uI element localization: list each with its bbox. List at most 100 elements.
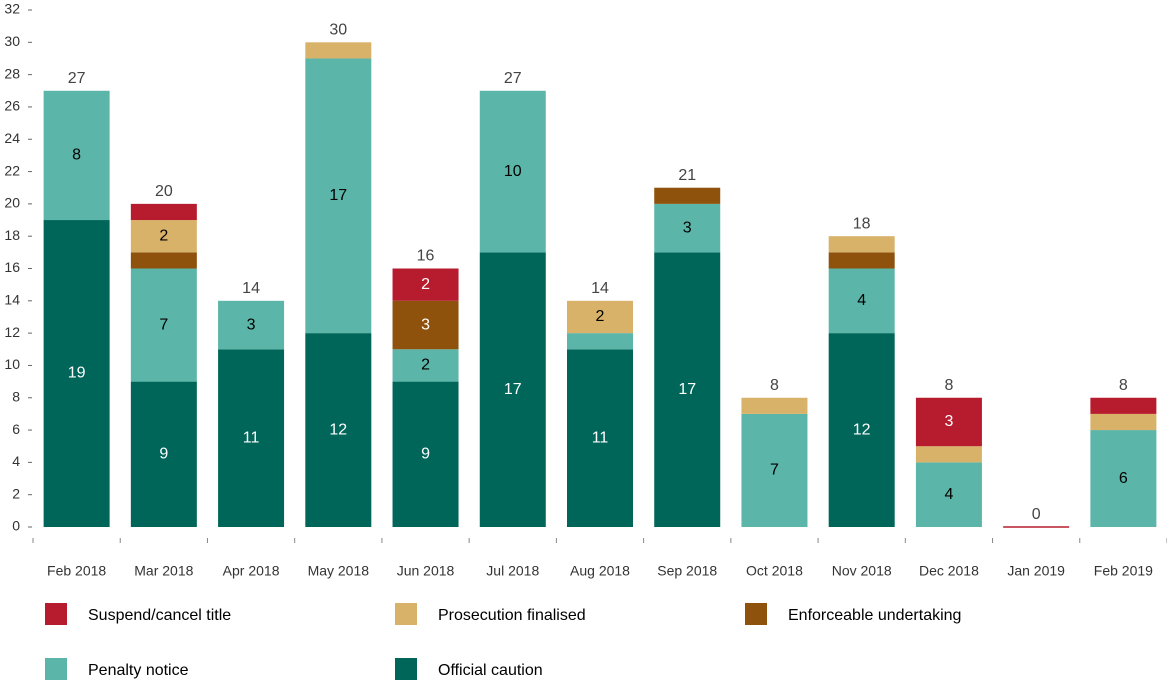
y-tick-label: 8 — [12, 388, 20, 404]
segment-label: 2 — [596, 308, 605, 325]
bar-segment — [915, 446, 982, 463]
segment-label: 8 — [72, 147, 81, 164]
y-tick-label: 24 — [4, 130, 20, 146]
bar-segment — [305, 333, 372, 527]
bar-segment — [828, 268, 895, 334]
segment-label: 2 — [421, 276, 430, 293]
x-tick-label: Oct 2018 — [746, 563, 803, 579]
bar-segment — [43, 90, 110, 221]
segment-label: 2 — [421, 357, 430, 374]
segment-label: 7 — [159, 316, 168, 333]
total-label: 0 — [1032, 506, 1041, 523]
x-tick-label: May 2018 — [308, 563, 370, 579]
bar-segment — [392, 300, 459, 350]
x-tick-label: Mar 2018 — [134, 563, 193, 579]
bar-segment — [1090, 413, 1157, 431]
y-tick-label: 20 — [4, 195, 20, 211]
segment-label: 4 — [944, 486, 953, 503]
legend-label: Prosecution finalised — [438, 607, 586, 624]
bar-segment — [43, 220, 110, 527]
segment-label: 11 — [592, 429, 609, 446]
segment-label: 2 — [159, 227, 168, 244]
bar-segment — [479, 252, 546, 527]
segment-label: 11 — [243, 429, 260, 446]
total-label: 30 — [329, 22, 347, 39]
bar-segment — [654, 203, 721, 253]
legend-swatch — [395, 658, 417, 680]
y-tick-label: 12 — [4, 324, 20, 340]
y-tick-label: 26 — [4, 98, 20, 114]
legend-label: Penalty notice — [88, 662, 189, 679]
segment-label: 7 — [770, 462, 779, 479]
bar-segment — [828, 252, 895, 269]
bar-segment — [305, 42, 372, 59]
legend-swatch — [395, 603, 417, 625]
bar-segment — [654, 252, 721, 527]
total-label: 14 — [591, 280, 609, 297]
bar-segment — [479, 90, 546, 253]
y-tick-label: 22 — [4, 162, 20, 178]
x-tick-label: Feb 2019 — [1094, 563, 1153, 579]
bar-segment — [567, 349, 633, 527]
segment-label: 9 — [421, 446, 430, 463]
segment-label: 19 — [68, 365, 86, 382]
segment-label: 17 — [504, 381, 522, 398]
x-tick-label: Sep 2018 — [657, 563, 717, 579]
x-tick-label: Apr 2018 — [223, 563, 280, 579]
y-tick-label: 4 — [12, 453, 20, 469]
bar-segment — [130, 268, 197, 382]
bar-segment — [828, 236, 895, 253]
legend-label: Suspend/cancel title — [88, 607, 231, 624]
bar-segment — [392, 349, 459, 382]
y-tick-label: 18 — [4, 227, 20, 243]
total-label: 20 — [155, 183, 173, 200]
x-tick-label: Nov 2018 — [832, 563, 892, 579]
y-tick-label: 30 — [4, 33, 20, 49]
bar-segment — [392, 381, 459, 527]
legend-swatch — [745, 603, 767, 625]
bar-segment — [218, 300, 285, 350]
y-tick-label: 10 — [4, 356, 20, 372]
total-label: 14 — [242, 280, 260, 297]
bar-segment — [218, 349, 285, 527]
segment-label: 3 — [944, 413, 953, 430]
bar-segment — [1090, 430, 1157, 527]
y-tick-label: 16 — [4, 259, 20, 275]
y-tick-label: 32 — [4, 1, 20, 17]
segment-label: 12 — [329, 421, 347, 438]
x-tick-label: Dec 2018 — [919, 563, 979, 579]
bar-segment — [741, 397, 808, 414]
segment-label: 3 — [247, 316, 256, 333]
segment-label: 4 — [857, 292, 866, 309]
x-tick-label: Jul 2018 — [486, 563, 539, 579]
legend-label: Official caution — [438, 662, 543, 679]
total-label: 27 — [68, 70, 86, 87]
segment-label: 3 — [421, 316, 430, 333]
y-tick-label: 6 — [12, 421, 20, 437]
bar-segment — [915, 397, 982, 447]
bar-segment — [392, 268, 459, 301]
total-label: 8 — [944, 377, 953, 394]
bar-segment — [130, 203, 197, 221]
bar-segment — [741, 413, 808, 527]
y-tick-label: 2 — [12, 485, 20, 501]
segment-label: 6 — [1119, 470, 1128, 487]
x-tick-label: Feb 2018 — [47, 563, 106, 579]
total-label: 27 — [504, 70, 522, 87]
y-tick-label: 14 — [4, 292, 20, 308]
segment-label: 17 — [329, 187, 347, 204]
segment-label: 9 — [159, 446, 168, 463]
legend-swatch — [45, 658, 67, 680]
bar-segment — [915, 462, 982, 527]
bar-segment — [130, 381, 197, 527]
bar-segment — [828, 333, 895, 527]
x-tick-label: Jan 2019 — [1007, 563, 1065, 579]
segment-label: 17 — [678, 381, 696, 398]
segment-label: 10 — [504, 163, 522, 180]
bar-segment — [567, 333, 633, 350]
bar-segment — [130, 220, 197, 253]
x-tick-label: Jun 2018 — [397, 563, 455, 579]
segment-label: 12 — [853, 421, 871, 438]
y-tick-label: 28 — [4, 65, 20, 81]
